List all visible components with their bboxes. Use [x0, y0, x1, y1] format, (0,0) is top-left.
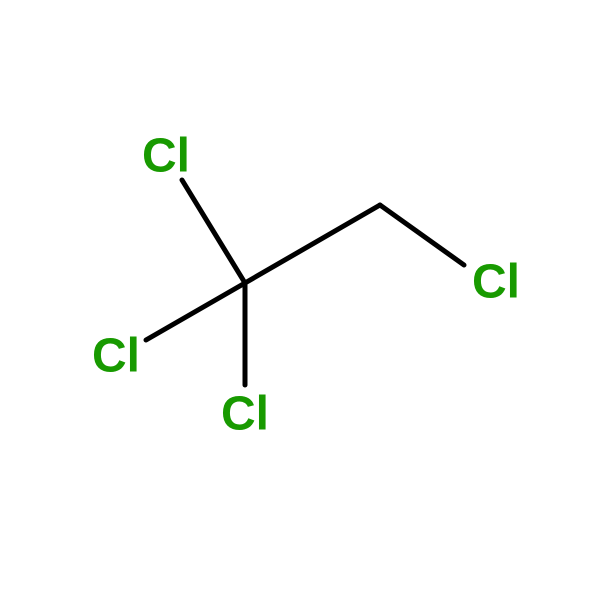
bond	[182, 180, 245, 283]
bond	[245, 205, 380, 283]
atom-label-cl-bottom: Cl	[221, 387, 269, 442]
bond	[146, 283, 245, 340]
atom-label-cl-top: Cl	[142, 129, 190, 184]
atom-label-cl-right: Cl	[472, 255, 520, 310]
bond	[380, 205, 464, 265]
atom-label-cl-left: Cl	[92, 329, 140, 384]
